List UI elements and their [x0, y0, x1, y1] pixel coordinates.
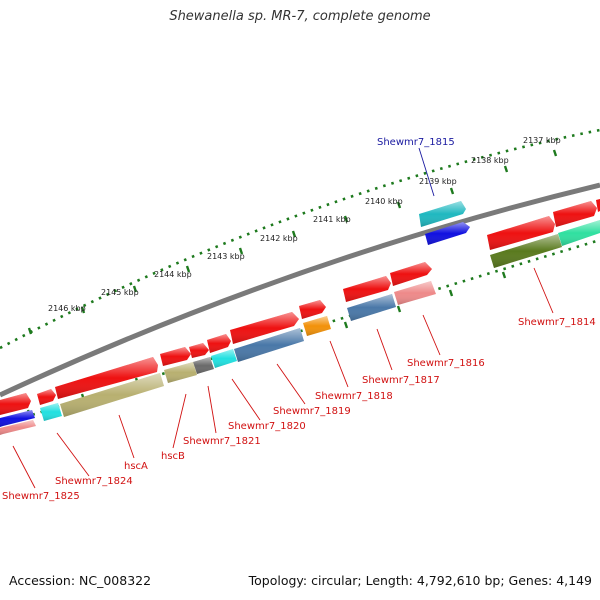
- leader-1815: [418, 147, 435, 197]
- cds-steel-1817[interactable]: [347, 294, 396, 321]
- leader-1816: [422, 314, 441, 356]
- cds-darkolive-1814[interactable]: [490, 234, 562, 268]
- cds-orange-1818[interactable]: [303, 316, 331, 336]
- cds-olive-hscB[interactable]: [164, 362, 197, 383]
- leader-1820: [231, 378, 261, 421]
- cds-forward-right-1[interactable]: [487, 216, 555, 250]
- genome-summary-text: Topology: circular; Length: 4,792,610 bp…: [248, 573, 592, 588]
- gene-label-1818[interactable]: Shewmr7_1818: [315, 391, 393, 402]
- leader-1825: [12, 445, 36, 489]
- accession-text: Accession: NC_008322: [9, 573, 152, 588]
- gene-leader-lines: [12, 147, 554, 489]
- gene-label-1815[interactable]: Shewmr7_1815: [377, 137, 455, 148]
- gene-label-1825[interactable]: Shewmr7_1825: [2, 491, 80, 502]
- gene-label-hscA[interactable]: hscA: [124, 461, 148, 472]
- scale-label-2141: 2141 kbp: [313, 215, 351, 224]
- gene-label-1816[interactable]: Shewmr7_1816: [407, 358, 485, 369]
- leader-1818: [329, 340, 349, 388]
- cds-forward-edge-left[interactable]: [0, 393, 31, 415]
- cds-forward-1818a[interactable]: [299, 300, 326, 319]
- scale-label-2146: 2146 kbp: [48, 304, 86, 313]
- scale-arc: [0, 128, 600, 350]
- cds-forward-right-3[interactable]: [596, 199, 600, 212]
- leader-1821: [207, 385, 217, 434]
- cds-blue-1815[interactable]: [425, 222, 470, 245]
- cds-forward-long-mid[interactable]: [230, 312, 299, 344]
- cds-cyan-1820[interactable]: [211, 349, 237, 368]
- genome-backbone: [0, 182, 600, 398]
- gene-label-1819[interactable]: Shewmr7_1819: [273, 406, 351, 417]
- leader-1817: [376, 328, 393, 371]
- leader-1814: [533, 267, 554, 314]
- scale-label-2143: 2143 kbp: [207, 252, 245, 261]
- leader-1824: [56, 432, 90, 477]
- cds-forward-hscB-a[interactable]: [189, 343, 209, 358]
- leader-hscA: [118, 414, 135, 459]
- cds-forward-1817a[interactable]: [343, 276, 391, 302]
- cds-olive-hscA[interactable]: [60, 373, 164, 417]
- cds-cyan-1824[interactable]: [40, 403, 62, 421]
- cds-forward-1816a[interactable]: [390, 262, 432, 286]
- cds-steel-1819[interactable]: [234, 328, 304, 362]
- forward-strand: [0, 199, 600, 415]
- cds-mint-right[interactable]: [558, 220, 600, 246]
- reverse-strand: [0, 220, 600, 435]
- leader-hscB: [172, 393, 187, 449]
- scale-label-2138: 2138 kbp: [471, 156, 509, 165]
- gene-label-1821[interactable]: Shewmr7_1821: [183, 436, 261, 447]
- leader-1819: [276, 363, 306, 405]
- cds-blue-1825[interactable]: [0, 410, 35, 427]
- cds-forward-1824a[interactable]: [37, 389, 56, 405]
- gene-label-1820[interactable]: Shewmr7_1820: [228, 421, 306, 432]
- scale-label-2139: 2139 kbp: [419, 177, 457, 186]
- scale-label-2142: 2142 kbp: [260, 234, 298, 243]
- gene-label-1814[interactable]: Shewmr7_1814: [518, 317, 596, 328]
- cds-forward-hscA-a[interactable]: [160, 347, 191, 366]
- cds-teal-1815[interactable]: [419, 201, 466, 227]
- cds-forward-right-2[interactable]: [553, 201, 597, 227]
- scale-label-2144: 2144 kbp: [154, 270, 192, 279]
- gene-label-1817[interactable]: Shewmr7_1817: [362, 375, 440, 386]
- cds-pink-1816[interactable]: [394, 281, 436, 305]
- scale-major-ticks: [27, 149, 558, 335]
- scale-label-2140: 2140 kbp: [365, 197, 403, 206]
- cds-forward-long-left[interactable]: [55, 357, 158, 399]
- scale-label-2137: 2137 kbp: [523, 136, 561, 145]
- gene-label-1824[interactable]: Shewmr7_1824: [55, 476, 133, 487]
- gene-label-hscB[interactable]: hscB: [161, 451, 185, 462]
- scale-label-2145: 2145 kbp: [101, 288, 139, 297]
- cds-gray-1821[interactable]: [193, 357, 214, 374]
- map-title: Shewanella sp. MR-7, complete genome: [169, 9, 431, 24]
- cds-pink-1825[interactable]: [0, 420, 36, 435]
- cds-forward-1821a[interactable]: [207, 334, 231, 353]
